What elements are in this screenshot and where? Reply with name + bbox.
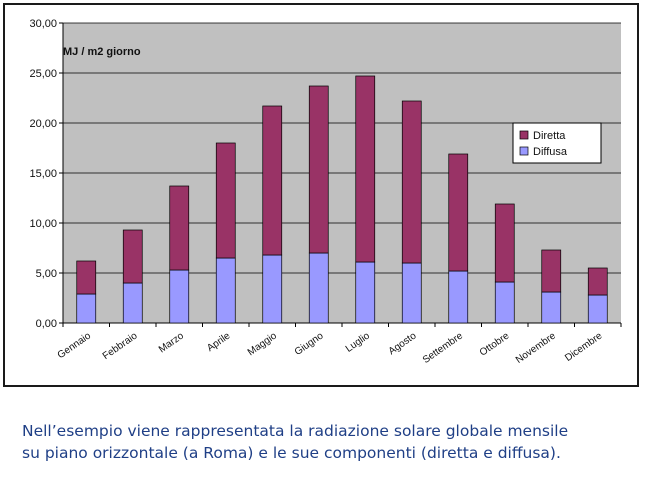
bar-diffusa-febbraio [122, 282, 143, 324]
bar-diffusa-ottobre [494, 281, 515, 324]
bar-diretta-maggio [262, 105, 283, 256]
legend-box [512, 122, 602, 164]
y-tick-label: 20,00 [29, 118, 57, 130]
y-tick-label: 30,00 [29, 18, 57, 30]
y-tick-label: 25,00 [29, 68, 57, 80]
unit-label: MJ / m2 giorno [63, 46, 141, 58]
legend-swatch-diffusa [519, 146, 529, 156]
bar-diffusa-aprile [215, 257, 236, 324]
legend: Diretta Diffusa [512, 122, 602, 164]
y-tick-label: 0,00 [36, 318, 57, 330]
y-tick-label: 15,00 [29, 168, 57, 180]
x-tick-label: Dicembre [563, 330, 605, 364]
x-tick-label: Maggio [246, 330, 280, 358]
caption-line-1: Nell’esempio viene rappresentata la radi… [22, 422, 569, 440]
x-tick-label: Giugno [293, 330, 326, 358]
bar-diretta-gennaio [76, 260, 97, 295]
legend-swatch-diretta [519, 130, 529, 140]
bar-diffusa-maggio [262, 254, 283, 324]
bar-diffusa-novembre [541, 291, 562, 324]
y-tick-label: 5,00 [36, 268, 57, 280]
bar-diffusa-giugno [308, 252, 329, 324]
caption: Nell’esempio viene rappresentata la radi… [22, 420, 642, 464]
x-tick-label: Febbraio [101, 330, 140, 362]
bar-diretta-giugno [308, 85, 329, 254]
x-tick-label: Settembre [421, 330, 465, 366]
bar-diretta-aprile [215, 142, 236, 259]
legend-label-diretta: Diretta [533, 130, 566, 142]
bar-diretta-settembre [448, 153, 469, 272]
caption-line-2: su piano orizzontale (a Roma) e le sue c… [22, 444, 561, 462]
x-tick-label: Gennaio [56, 330, 94, 361]
bar-diffusa-gennaio [76, 293, 97, 324]
y-tick-label: 10,00 [29, 218, 57, 230]
chart-frame: 0,00 5,00 10,00 15,00 20,00 25,00 30,00 Gennaio… [3, 3, 639, 387]
x-tick-label: Aprile [205, 330, 233, 354]
bar-diretta-ottobre [494, 203, 515, 283]
x-tick-label: Marzo [157, 330, 186, 355]
stacked-bar-chart: 0,00 5,00 10,00 15,00 20,00 25,00 30,00 Gennaio… [29, 18, 622, 366]
bar-diretta-febbraio [122, 229, 143, 284]
bar-diretta-luglio [355, 75, 376, 263]
bar-diretta-agosto [401, 100, 422, 264]
bar-diretta-dicembre [587, 267, 608, 296]
x-tick-label: Ottobre [478, 330, 512, 358]
bar-diffusa-agosto [401, 262, 422, 324]
bar-diretta-marzo [169, 185, 190, 271]
x-tick-label: Luglio [344, 330, 373, 355]
bar-diffusa-dicembre [587, 294, 608, 324]
x-tick-label: Novembre [514, 330, 558, 366]
bar-diretta-novembre [541, 249, 562, 293]
bar-diffusa-marzo [169, 269, 190, 324]
x-tick-label: Agosto [387, 330, 419, 357]
legend-label-diffusa: Diffusa [533, 146, 568, 158]
bar-diffusa-luglio [355, 261, 376, 324]
bar-diffusa-settembre [448, 270, 469, 324]
